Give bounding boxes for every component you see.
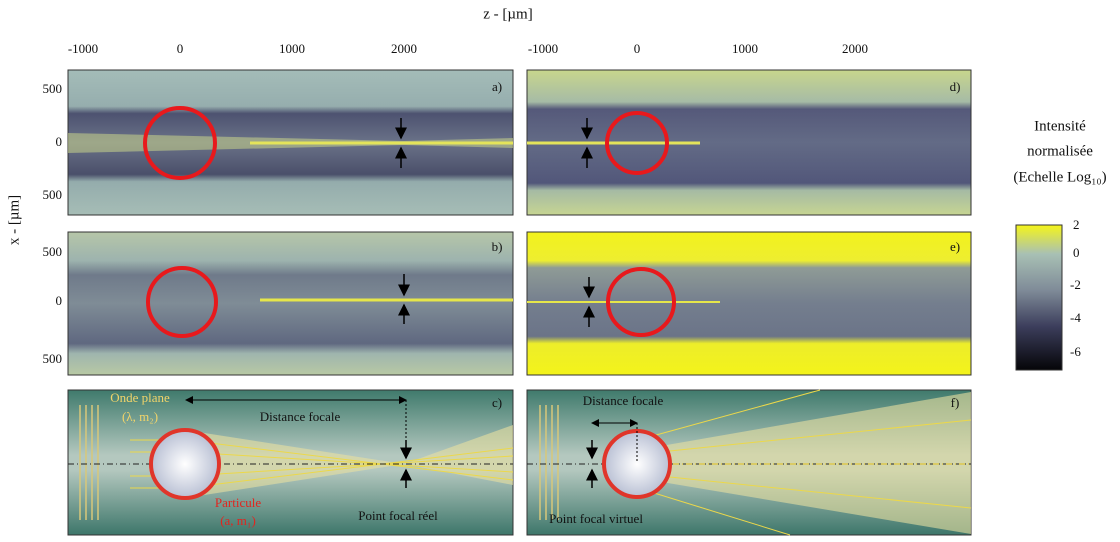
- x-axis-label: z - [µm]: [483, 6, 532, 22]
- label: Point focal virtuel: [549, 511, 643, 526]
- label: Point focal réel: [358, 508, 438, 523]
- panel-a: [67, 69, 514, 216]
- tick-label: 500: [43, 81, 63, 96]
- panel-label: a): [492, 79, 502, 94]
- tick-label: 500: [43, 187, 63, 202]
- panel-e: [526, 231, 972, 376]
- colorbar-tick: -2: [1070, 277, 1081, 292]
- label: Onde plane: [110, 390, 170, 405]
- tick-label: 0: [56, 134, 63, 149]
- panel-d: [526, 69, 972, 216]
- colorbar-tick: -4: [1070, 310, 1081, 325]
- label: (λ, m₂): [122, 409, 158, 424]
- tick-label: 2000: [842, 41, 868, 56]
- panel-c: Onde plane (λ, m₂) Distance focale Parti…: [67, 389, 514, 536]
- panel-label: e): [950, 239, 960, 254]
- tick-label: 0: [56, 293, 63, 308]
- colorbar: [1015, 224, 1063, 371]
- label: (a, m₁): [220, 513, 256, 528]
- panel-f: Distance focale Point focal virtuel: [526, 389, 972, 536]
- label: Distance focale: [583, 393, 664, 408]
- panel-label: c): [492, 395, 502, 410]
- panel-b: [67, 231, 514, 376]
- label: Particule: [215, 495, 261, 510]
- tick-label: 500: [43, 351, 63, 366]
- tick-label: 0: [177, 41, 184, 56]
- colorbar-title: Intensité: [1034, 118, 1086, 134]
- panel-label: d): [950, 79, 961, 94]
- colorbar-title: normalisée: [1027, 143, 1093, 159]
- tick-label: 1000: [279, 41, 305, 56]
- colorbar-tick: 0: [1073, 245, 1080, 260]
- panel-label: f): [951, 395, 960, 410]
- tick-label: 2000: [391, 41, 417, 56]
- panel-label: b): [492, 239, 503, 254]
- colorbar-tick: 2: [1073, 217, 1080, 232]
- tick-label: 0: [634, 41, 641, 56]
- label: Distance focale: [260, 409, 341, 424]
- y-axis-label: x - [µm]: [6, 195, 22, 245]
- tick-label: -1000: [528, 41, 558, 56]
- tick-label: 1000: [732, 41, 758, 56]
- tick-label: -1000: [68, 41, 98, 56]
- colorbar-tick: -6: [1070, 344, 1081, 359]
- colorbar-title: (Echelle Log₁₀): [1013, 169, 1106, 185]
- tick-label: 500: [43, 244, 63, 259]
